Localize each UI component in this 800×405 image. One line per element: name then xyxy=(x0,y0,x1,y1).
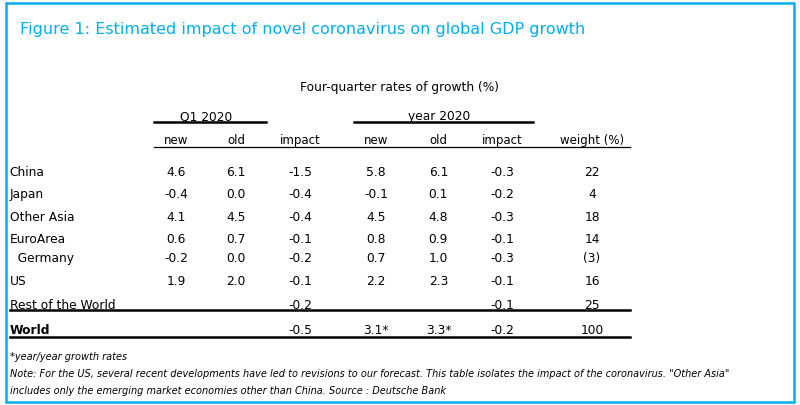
Text: -0.1: -0.1 xyxy=(288,275,312,288)
Text: Rest of the World: Rest of the World xyxy=(10,299,115,312)
Text: 1.0: 1.0 xyxy=(429,252,448,265)
Text: 4.1: 4.1 xyxy=(166,211,186,224)
Text: 5.8: 5.8 xyxy=(366,166,386,179)
Text: 4.8: 4.8 xyxy=(429,211,448,224)
Text: 2.0: 2.0 xyxy=(226,275,246,288)
Text: 0.1: 0.1 xyxy=(429,188,448,201)
Text: -0.1: -0.1 xyxy=(490,233,514,246)
Text: -0.2: -0.2 xyxy=(164,252,188,265)
Text: -0.1: -0.1 xyxy=(288,233,312,246)
Text: old: old xyxy=(430,134,447,147)
Text: 3.3*: 3.3* xyxy=(426,324,451,337)
Text: 1.9: 1.9 xyxy=(166,275,186,288)
Text: US: US xyxy=(10,275,26,288)
Text: Figure 1: Estimated impact of novel coronavirus on global GDP growth: Figure 1: Estimated impact of novel coro… xyxy=(20,22,586,37)
Text: 4.6: 4.6 xyxy=(166,166,186,179)
Text: 4.5: 4.5 xyxy=(366,211,386,224)
Text: new: new xyxy=(164,134,188,147)
Text: 0.6: 0.6 xyxy=(166,233,186,246)
Text: 6.1: 6.1 xyxy=(429,166,448,179)
Text: 14: 14 xyxy=(584,233,600,246)
Text: -0.3: -0.3 xyxy=(490,166,514,179)
Text: 6.1: 6.1 xyxy=(226,166,246,179)
Text: -0.4: -0.4 xyxy=(288,211,312,224)
Text: -0.1: -0.1 xyxy=(490,299,514,312)
Text: Q1 2020: Q1 2020 xyxy=(180,110,232,123)
Text: Four-quarter rates of growth (%): Four-quarter rates of growth (%) xyxy=(301,81,499,94)
Text: *year/year growth rates: *year/year growth rates xyxy=(10,352,126,362)
Text: Germany: Germany xyxy=(10,252,74,265)
Text: -0.2: -0.2 xyxy=(490,188,514,201)
Text: 0.7: 0.7 xyxy=(226,233,246,246)
Text: -0.5: -0.5 xyxy=(288,324,312,337)
Text: Japan: Japan xyxy=(10,188,44,201)
Text: (3): (3) xyxy=(583,252,601,265)
Text: 25: 25 xyxy=(584,299,600,312)
Text: 18: 18 xyxy=(584,211,600,224)
Text: 2.3: 2.3 xyxy=(429,275,448,288)
Text: -0.3: -0.3 xyxy=(490,252,514,265)
Text: -0.2: -0.2 xyxy=(288,299,312,312)
Text: 0.7: 0.7 xyxy=(366,252,386,265)
Text: World: World xyxy=(10,324,50,337)
Text: 100: 100 xyxy=(580,324,604,337)
Text: old: old xyxy=(227,134,245,147)
Text: 4.5: 4.5 xyxy=(226,211,246,224)
Text: -0.4: -0.4 xyxy=(164,188,188,201)
Text: impact: impact xyxy=(280,134,320,147)
Text: 0.8: 0.8 xyxy=(366,233,386,246)
Text: 3.1*: 3.1* xyxy=(363,324,389,337)
Text: weight (%): weight (%) xyxy=(560,134,624,147)
Text: -1.5: -1.5 xyxy=(288,166,312,179)
Text: 0.9: 0.9 xyxy=(429,233,448,246)
Text: 0.0: 0.0 xyxy=(226,252,246,265)
Text: 16: 16 xyxy=(584,275,600,288)
Text: 2.2: 2.2 xyxy=(366,275,386,288)
Text: includes only the emerging market economies other than China. Source : Deutsche : includes only the emerging market econom… xyxy=(10,386,446,396)
Text: China: China xyxy=(10,166,45,179)
Text: -0.2: -0.2 xyxy=(490,324,514,337)
Text: 4: 4 xyxy=(588,188,596,201)
Text: -0.3: -0.3 xyxy=(490,211,514,224)
Text: year 2020: year 2020 xyxy=(408,110,470,123)
Text: -0.1: -0.1 xyxy=(364,188,388,201)
Text: 0.0: 0.0 xyxy=(226,188,246,201)
Text: Note: For the US, several recent developments have led to revisions to our forec: Note: For the US, several recent develop… xyxy=(10,369,729,379)
Text: EuroArea: EuroArea xyxy=(10,233,66,246)
Text: -0.1: -0.1 xyxy=(490,275,514,288)
Text: new: new xyxy=(364,134,388,147)
Text: impact: impact xyxy=(482,134,522,147)
Text: 22: 22 xyxy=(584,166,600,179)
Text: Other Asia: Other Asia xyxy=(10,211,74,224)
Text: -0.2: -0.2 xyxy=(288,252,312,265)
Text: -0.4: -0.4 xyxy=(288,188,312,201)
